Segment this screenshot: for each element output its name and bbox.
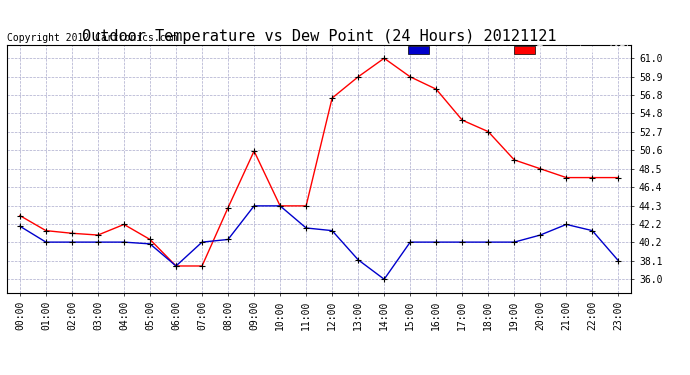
Legend: Dew Point (°F), Temperature (°F): Dew Point (°F), Temperature (°F) [408, 45, 631, 56]
Text: Copyright 2012 Cartronics.com: Copyright 2012 Cartronics.com [7, 33, 177, 42]
Title: Outdoor Temperature vs Dew Point (24 Hours) 20121121: Outdoor Temperature vs Dew Point (24 Hou… [82, 29, 556, 44]
